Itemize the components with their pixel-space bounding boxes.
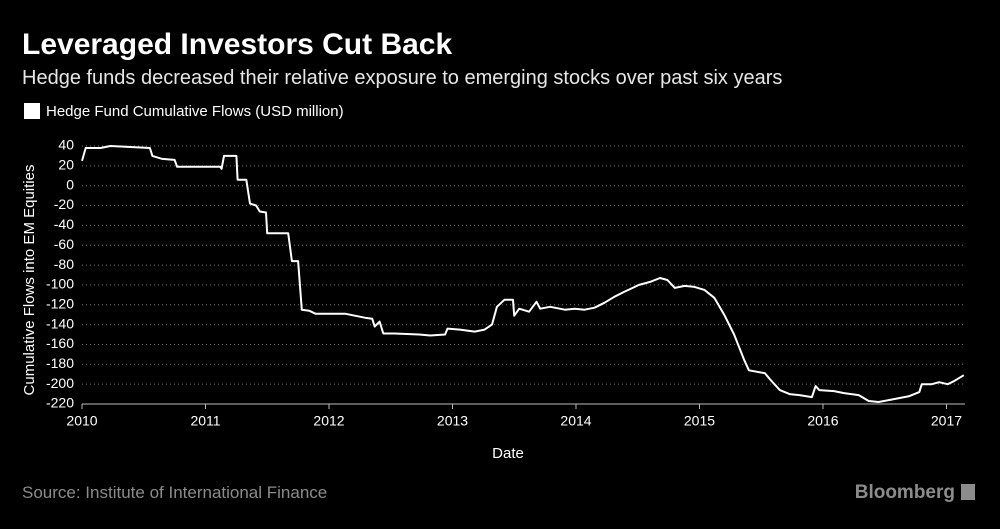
y-tick-label: -160 [46, 335, 74, 351]
x-axis-label: Date [492, 445, 524, 462]
y-tick-label: -20 [54, 196, 74, 212]
data-line [81, 145, 965, 403]
y-tick-label: 20 [58, 157, 74, 173]
x-tick-label: 2016 [807, 413, 838, 429]
y-tick-label: -180 [46, 355, 74, 371]
chart-title: Leveraged Investors Cut Back [22, 28, 452, 61]
brand-logo: Bloomberg [855, 482, 955, 503]
x-tick-label: 2017 [931, 413, 962, 429]
source-note: Source: Institute of International Finan… [22, 483, 327, 502]
y-tick-label: 40 [58, 137, 74, 153]
x-tick-label: 2013 [437, 413, 468, 429]
legend-label: Hedge Fund Cumulative Flows (USD million… [46, 103, 344, 120]
x-tick-label: 2015 [684, 413, 715, 429]
brand-icon [961, 484, 975, 500]
chart-subtitle: Hedge funds decreased their relative exp… [22, 67, 782, 89]
y-tick-label: -100 [46, 276, 74, 292]
y-tick-label: -200 [46, 375, 74, 391]
y-tick-label: -220 [46, 395, 74, 411]
x-tick-label: 2011 [190, 413, 220, 429]
y-axis-label: Cumulative Flows into EM Equities [21, 165, 38, 396]
x-tick-label: 2014 [560, 413, 591, 429]
y-tick-label: 0 [66, 176, 74, 192]
y-tick-label: -80 [54, 256, 74, 272]
x-tick-label: 2012 [313, 413, 344, 429]
y-tick-label: -140 [46, 315, 74, 331]
y-tick-label: -60 [54, 236, 74, 252]
y-tick-label: -120 [46, 295, 74, 311]
y-tick-label: -40 [54, 216, 74, 232]
x-tick-label: 2010 [66, 413, 97, 429]
legend-swatch [24, 103, 40, 119]
